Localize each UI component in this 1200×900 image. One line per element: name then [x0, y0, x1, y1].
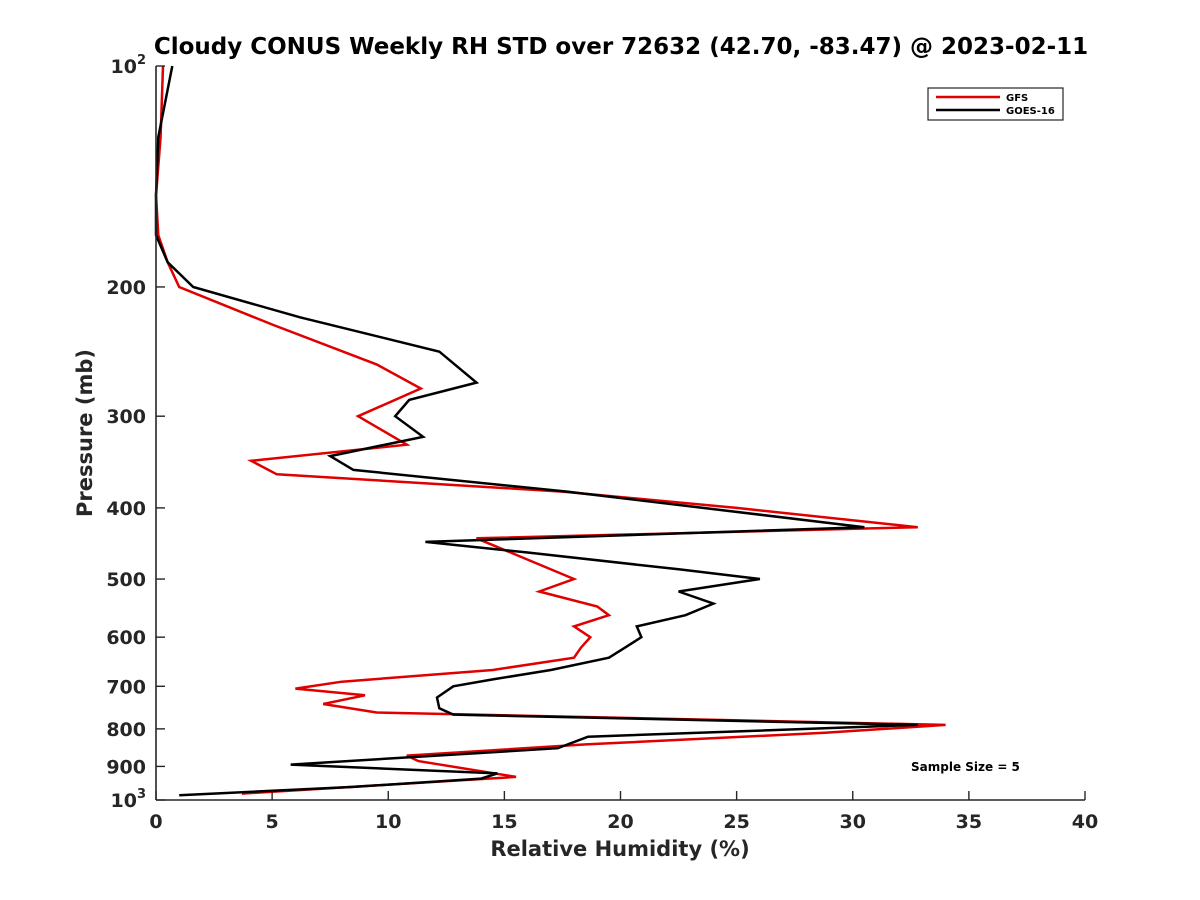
x-tick-label: 10: [375, 811, 401, 833]
x-tick-label: 0: [149, 811, 162, 833]
y-tick-label: 700: [106, 676, 146, 698]
y-axis-label: Pressure (mb): [73, 349, 97, 517]
legend-label-gfs: GFS: [1006, 93, 1028, 104]
x-tick-label: 30: [840, 811, 866, 833]
x-tick-label: 35: [956, 811, 982, 833]
y-tick-label: 102: [111, 53, 147, 78]
sample-size-annotation: Sample Size = 5: [911, 760, 1020, 774]
y-tick-label: 900: [106, 756, 146, 778]
y-axis-ticks: 102 200 300 400 500 600 700 800 900 103: [106, 53, 165, 812]
y-tick-label: 103: [111, 787, 147, 812]
y-tick-label: 600: [106, 627, 146, 649]
series-line-gfs: [154, 65, 946, 795]
y-tick-label: 400: [106, 498, 146, 520]
y-tick-label: 300: [106, 406, 146, 428]
chart-title: Cloudy CONUS Weekly RH STD over 72632 (4…: [154, 34, 1088, 60]
x-axis-label: Relative Humidity (%): [490, 837, 749, 861]
y-tick-label: 500: [106, 569, 146, 591]
x-tick-label: 25: [723, 811, 749, 833]
legend: GFS GOES-16: [927, 87, 1064, 121]
y-tick-label: 800: [106, 719, 146, 741]
x-axis-ticks: 0 5 10 15 20 25 30 35 40: [149, 791, 1098, 833]
x-tick-label: 15: [491, 811, 517, 833]
legend-label-goes16: GOES-16: [1006, 106, 1055, 117]
legend-box: [927, 87, 1064, 121]
x-tick-label: 20: [607, 811, 633, 833]
series-line-goes16: [154, 65, 918, 797]
x-tick-label: 40: [1072, 811, 1098, 833]
x-tick-label: 5: [266, 811, 279, 833]
y-tick-label: 200: [106, 277, 146, 299]
series-layer: [154, 65, 946, 797]
